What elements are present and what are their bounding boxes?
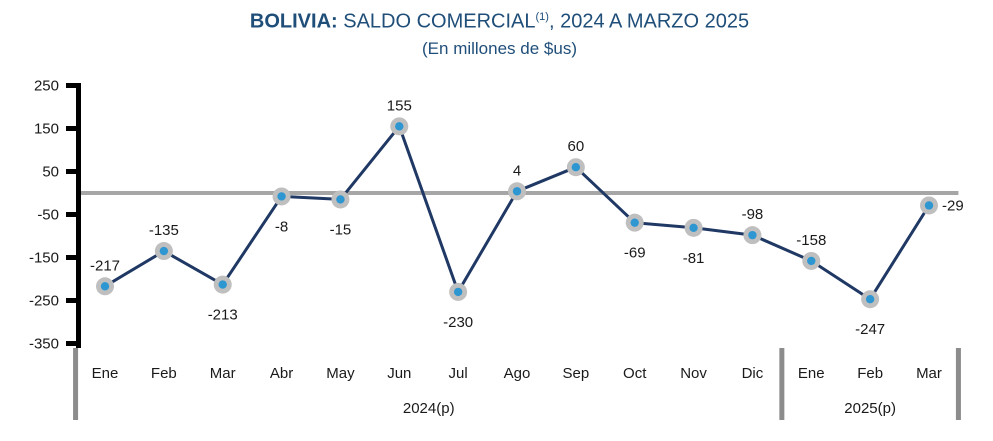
x-tick-label: Mar [916,365,942,382]
y-tick-label: -50 [37,207,59,224]
x-tick-label: May [326,365,355,382]
y-tick-label: 150 [34,121,59,138]
data-label: -15 [330,221,352,238]
y-axis-tick [66,169,81,174]
x-tick-label: Jun [387,365,411,382]
data-label: -8 [275,218,288,235]
y-axis-tick [66,255,81,260]
x-tick-label: Feb [151,365,177,382]
data-point [571,163,581,172]
data-point [865,295,875,304]
y-tick-label: -250 [29,293,59,310]
x-tick-label: Ene [92,365,119,382]
data-label: 4 [513,162,521,179]
x-tick-label: Mar [210,365,236,382]
y-tick-label: 50 [42,164,59,181]
data-point [100,282,110,291]
x-tick-label: Jul [449,365,468,382]
data-point [512,187,522,196]
x-tick-label: Oct [623,365,647,382]
year-group-label: 2024(p) [403,400,455,417]
data-label: -81 [683,250,705,267]
x-tick-label: Abr [270,365,293,382]
year-group-label: 2025(p) [844,400,896,417]
data-point [159,246,169,256]
x-tick-label: Feb [857,365,883,382]
x-tick-label: Sep [563,365,590,382]
data-label: 60 [568,138,585,155]
data-label: -29 [942,197,964,214]
data-point [689,223,698,233]
title-main: SALDO COMERCIAL [337,10,536,33]
axis-divider [779,348,785,420]
axis-divider [73,348,79,420]
chart-subtitle: (En millones de $us) [422,38,577,58]
data-label: -247 [855,321,885,338]
chart-title: BOLIVIA: SALDO COMERCIAL(1), 2024 A MARZ… [6,4,993,35]
data-label: -158 [796,232,826,249]
data-point [218,280,227,289]
y-axis-tick [66,126,81,131]
title-suffix: , 2024 A MARZO 2025 [548,10,750,33]
series-line [103,124,931,301]
x-tick-label: Ene [798,365,825,382]
y-tick-label: 250 [34,78,59,95]
data-point [336,195,345,204]
y-axis-tick [66,212,81,217]
data-label: -213 [208,307,238,324]
data-point [630,218,639,227]
axis-divider [955,348,961,420]
x-tick-label: Dic [742,365,764,382]
data-label: -135 [149,222,179,239]
y-axis-tick [66,341,81,346]
data-label: 155 [387,97,412,114]
data-label: -98 [742,206,764,223]
title-prefix: BOLIVIA: [249,10,338,33]
data-label: -230 [443,314,473,331]
title-superscript: (1) [535,11,549,23]
data-point [395,122,404,131]
data-point [277,192,286,201]
y-tick-label: -150 [29,250,59,267]
x-tick-label: Nov [680,365,707,382]
data-point [807,256,816,266]
y-axis-tick [66,83,81,88]
data-label: -69 [624,245,646,262]
data-point [748,230,757,240]
y-tick-label: -350 [29,336,59,353]
chart-title-block: BOLIVIA: SALDO COMERCIAL(1), 2024 A MARZ… [6,4,993,62]
y-axis-tick [66,298,81,303]
x-tick-label: Ago [504,365,531,382]
data-point [453,287,463,297]
data-label: -217 [90,257,120,274]
data-point [924,201,934,210]
